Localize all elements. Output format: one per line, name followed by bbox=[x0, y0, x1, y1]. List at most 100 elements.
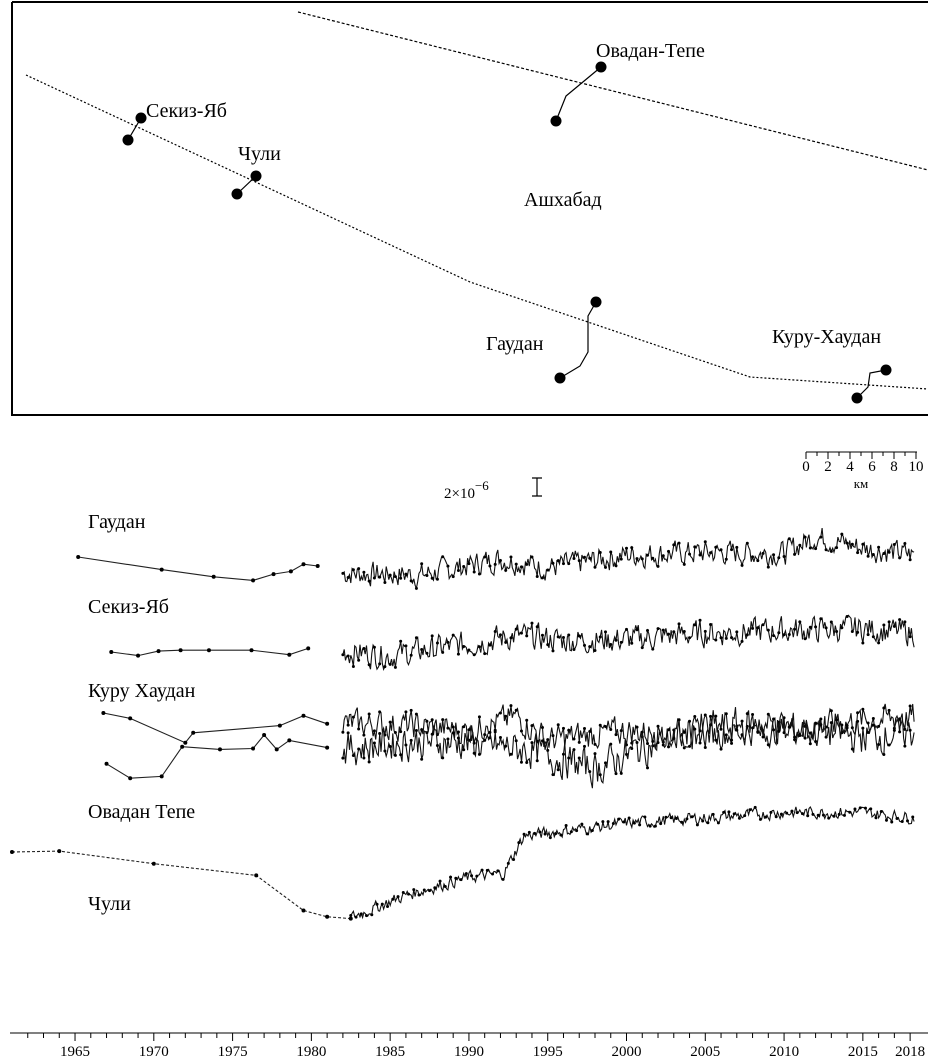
data-point bbox=[191, 730, 196, 735]
data-point bbox=[543, 832, 547, 836]
data-point bbox=[517, 841, 521, 845]
data-point bbox=[593, 649, 597, 653]
station-marker bbox=[250, 170, 262, 182]
data-point bbox=[530, 741, 534, 745]
data-point bbox=[128, 776, 133, 781]
data-point bbox=[551, 649, 555, 653]
data-point bbox=[367, 663, 371, 667]
data-point bbox=[724, 636, 728, 640]
data-point bbox=[540, 633, 544, 637]
data-point bbox=[866, 554, 870, 558]
data-point bbox=[871, 717, 875, 721]
data-point bbox=[425, 731, 429, 735]
data-point bbox=[351, 664, 355, 668]
data-point bbox=[827, 816, 831, 820]
data-point bbox=[514, 562, 518, 566]
data-point bbox=[646, 629, 650, 633]
data-point bbox=[603, 725, 607, 729]
data-point bbox=[561, 726, 565, 730]
data-point bbox=[664, 815, 668, 819]
station-marker bbox=[851, 392, 863, 404]
data-point bbox=[793, 738, 797, 742]
data-point bbox=[835, 546, 839, 550]
data-point bbox=[735, 630, 739, 634]
data-point bbox=[525, 761, 529, 765]
data-point bbox=[301, 908, 306, 913]
x-tick-label: 2018 bbox=[895, 1044, 925, 1059]
data-point bbox=[501, 877, 505, 881]
data-point bbox=[451, 731, 455, 735]
data-point bbox=[724, 557, 728, 561]
data-point bbox=[404, 572, 408, 576]
data-point bbox=[512, 857, 516, 861]
data-point bbox=[509, 752, 513, 756]
data-point bbox=[128, 716, 133, 721]
data-point bbox=[756, 626, 760, 630]
data-point bbox=[525, 562, 529, 566]
data-point bbox=[787, 725, 791, 729]
time-axis: 1965 1970 1975 1980 1985 1990 1995 2000 2005 2010… bbox=[10, 1032, 928, 1059]
data-point bbox=[779, 812, 783, 816]
data-point bbox=[480, 868, 484, 872]
data-point bbox=[719, 727, 723, 731]
data-point bbox=[635, 740, 639, 744]
data-point bbox=[751, 712, 755, 716]
data-point bbox=[546, 738, 550, 742]
data-point bbox=[577, 559, 581, 563]
data-point bbox=[504, 640, 508, 644]
data-point bbox=[688, 719, 692, 723]
x-tick-label: 1975 bbox=[218, 1044, 248, 1059]
data-point bbox=[372, 645, 376, 649]
data-point bbox=[714, 738, 718, 742]
data-point bbox=[399, 753, 403, 757]
data-point bbox=[724, 712, 728, 716]
data-point bbox=[349, 914, 353, 918]
data-point bbox=[567, 728, 571, 732]
data-point bbox=[472, 653, 476, 657]
data-point bbox=[706, 821, 710, 825]
station-kuru: Куру-Хаудан bbox=[772, 326, 892, 404]
data-point bbox=[443, 885, 447, 889]
data-point bbox=[743, 814, 747, 818]
series-label: Чули bbox=[88, 893, 131, 915]
data-point bbox=[414, 712, 418, 716]
data-point bbox=[761, 623, 765, 627]
data-point bbox=[156, 649, 161, 654]
data-point bbox=[485, 868, 489, 872]
data-point bbox=[677, 541, 681, 545]
data-point bbox=[753, 805, 757, 809]
data-point bbox=[630, 546, 634, 550]
map-frame bbox=[11, 1, 928, 416]
data-point bbox=[879, 810, 883, 814]
data-point bbox=[871, 552, 875, 556]
data-point bbox=[525, 718, 529, 722]
data-point bbox=[672, 630, 676, 634]
series-label: Гаудан bbox=[88, 511, 146, 533]
data-point bbox=[425, 719, 429, 723]
data-point bbox=[614, 564, 618, 568]
data-point bbox=[470, 874, 474, 878]
data-point bbox=[396, 895, 400, 899]
data-point bbox=[837, 812, 841, 816]
data-point bbox=[656, 724, 660, 728]
data-point bbox=[730, 741, 734, 745]
x-tick-label: 1965 bbox=[60, 1044, 90, 1059]
data-point bbox=[430, 634, 434, 638]
station-label: Секиз-Яб bbox=[146, 100, 227, 122]
data-point bbox=[877, 743, 881, 747]
data-point bbox=[790, 809, 794, 813]
data-point bbox=[477, 715, 481, 719]
data-point bbox=[735, 728, 739, 732]
data-point bbox=[903, 541, 907, 545]
data-point bbox=[677, 718, 681, 722]
data-point bbox=[882, 623, 886, 627]
data-point bbox=[441, 555, 445, 559]
data-point bbox=[590, 829, 594, 833]
station-link bbox=[856, 369, 887, 399]
data-point bbox=[698, 618, 702, 622]
data-point bbox=[680, 820, 684, 824]
data-point bbox=[611, 822, 615, 826]
data-point bbox=[409, 708, 413, 712]
data-point bbox=[808, 546, 812, 550]
data-point bbox=[609, 550, 613, 554]
